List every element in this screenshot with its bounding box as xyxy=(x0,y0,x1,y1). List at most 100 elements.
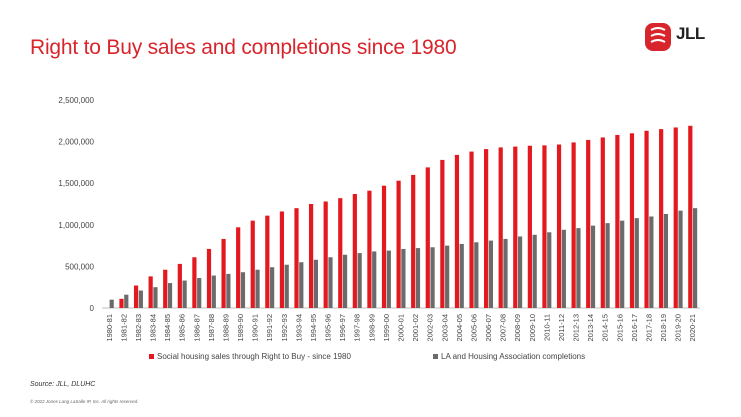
x-tick-label: 2013-14 xyxy=(586,314,595,342)
bar-completions xyxy=(620,220,625,308)
x-tick-label: 2016-17 xyxy=(630,314,639,342)
bar-right-to-buy xyxy=(644,130,649,308)
bar-right-to-buy xyxy=(615,134,620,308)
bar-completions xyxy=(649,216,654,308)
logo-text: JLL xyxy=(676,24,705,43)
bar-right-to-buy xyxy=(250,220,255,308)
x-tick-label: 1985-86 xyxy=(178,314,187,342)
bar-completions xyxy=(299,262,304,308)
x-tick-label: 1987-88 xyxy=(207,314,216,342)
x-tick-label: 1993-94 xyxy=(294,314,303,342)
x-tick-label: 1992-93 xyxy=(280,314,289,342)
x-tick-label: 2009-10 xyxy=(528,314,537,342)
bar-right-to-buy xyxy=(542,145,547,308)
bar-right-to-buy xyxy=(600,137,605,308)
x-tick-label: 1997-98 xyxy=(353,314,362,342)
bar-right-to-buy xyxy=(163,269,168,308)
bar-right-to-buy xyxy=(236,227,241,308)
bar-completions xyxy=(124,294,129,308)
bar-right-to-buy xyxy=(308,204,314,308)
bar-right-to-buy xyxy=(629,133,635,308)
bar-completions xyxy=(240,272,246,308)
legend-swatch xyxy=(433,354,438,359)
source-note: Source: JLL, DLUHC xyxy=(30,381,96,388)
bar-completions xyxy=(445,245,450,308)
bar-right-to-buy xyxy=(119,298,124,308)
bar-right-to-buy xyxy=(323,201,328,308)
bar-right-to-buy xyxy=(411,174,416,308)
x-tick-label: 1990-91 xyxy=(251,314,260,342)
x-tick-label: 2002-03 xyxy=(426,314,435,342)
x-tick-label: 2010-11 xyxy=(542,314,551,341)
x-tick-label: 1989-90 xyxy=(236,314,245,342)
bar-right-to-buy xyxy=(498,147,503,308)
bar-right-to-buy xyxy=(294,208,299,308)
bar-completions xyxy=(430,247,435,308)
bar-completions xyxy=(590,225,596,308)
bar-right-to-buy xyxy=(688,125,693,309)
x-tick-label: 1980-81 xyxy=(105,314,114,342)
bar-completions xyxy=(182,280,187,308)
bar-right-to-buy xyxy=(177,263,182,308)
bar-completions xyxy=(547,232,552,308)
x-tick-label: 2019-20 xyxy=(674,314,683,342)
bar-right-to-buy xyxy=(673,127,678,309)
bar-completions xyxy=(153,287,158,308)
bar-completions xyxy=(270,267,275,308)
bar-completions xyxy=(532,234,537,308)
x-tick-label: 1999-00 xyxy=(382,314,391,342)
x-tick-label: 2006-07 xyxy=(484,314,493,342)
bar-right-to-buy xyxy=(513,146,518,308)
x-tick-label: 2020-21 xyxy=(688,314,697,342)
x-tick-label: 2018-19 xyxy=(659,314,668,342)
jll-logo-icon xyxy=(645,23,671,51)
bar-right-to-buy xyxy=(265,215,270,308)
bar-right-to-buy xyxy=(586,139,591,308)
bar-completions xyxy=(663,213,669,308)
x-tick-label: 1982-83 xyxy=(134,314,143,342)
bar-right-to-buy xyxy=(279,211,285,308)
x-tick-label: 1988-89 xyxy=(221,314,230,342)
bar-right-to-buy xyxy=(148,276,153,308)
x-tick-label: 2004-05 xyxy=(455,314,464,342)
x-tick-label: 2003-04 xyxy=(440,314,449,342)
x-tick-label: 2012-13 xyxy=(572,314,581,342)
x-tick-label: 1998-99 xyxy=(367,314,376,342)
bar-completions xyxy=(678,210,683,308)
bar-completions xyxy=(197,278,202,308)
bar-completions xyxy=(109,299,114,308)
bar-right-to-buy xyxy=(454,154,460,308)
bar-completions xyxy=(342,254,348,308)
x-tick-label: 1983-84 xyxy=(149,314,158,342)
bar-right-to-buy xyxy=(381,185,387,308)
bar-completions xyxy=(255,269,260,308)
y-tick-label: 0 xyxy=(90,304,95,313)
bar-completions xyxy=(459,243,464,308)
y-tick-label: 2,000,000 xyxy=(58,138,94,147)
bar-completions xyxy=(693,208,698,308)
x-tick-label: 1995-96 xyxy=(324,314,333,342)
bar-right-to-buy xyxy=(440,159,445,308)
bar-right-to-buy xyxy=(659,129,664,308)
y-tick-label: 1,000,000 xyxy=(58,221,94,230)
bar-right-to-buy xyxy=(469,151,474,308)
bar-right-to-buy xyxy=(352,194,357,308)
bar-right-to-buy xyxy=(338,198,343,308)
bar-right-to-buy xyxy=(527,145,532,308)
bar-completions xyxy=(211,275,216,308)
x-tick-label: 2000-01 xyxy=(397,314,406,342)
bar-completions xyxy=(138,290,143,308)
x-tick-label: 2007-08 xyxy=(499,314,508,342)
x-tick-label: 1994-95 xyxy=(309,314,318,342)
bar-right-to-buy xyxy=(221,238,226,308)
y-tick-label: 2,500,000 xyxy=(58,96,94,105)
bar-completions xyxy=(226,273,231,308)
x-tick-label: 1986-87 xyxy=(192,314,201,342)
x-tick-label: 2008-09 xyxy=(513,314,522,342)
bar-completions xyxy=(167,283,173,308)
y-axis: 0 500,000 1,000,000 1,500,000 2,000,000 2,500… xyxy=(58,96,700,313)
bar-completions xyxy=(561,229,566,308)
legend-label-right-to-buy: Social housing sales through Right to Bu… xyxy=(157,352,351,361)
x-tick-label: 2014-15 xyxy=(601,314,610,342)
